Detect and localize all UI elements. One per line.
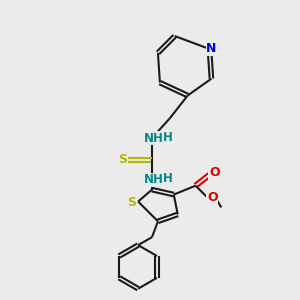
Text: O: O: [207, 191, 218, 204]
Text: S: S: [118, 153, 127, 167]
Text: H: H: [163, 130, 173, 144]
Text: H: H: [163, 172, 173, 185]
Text: S: S: [127, 196, 136, 209]
Text: N: N: [206, 42, 217, 56]
Text: NH: NH: [144, 132, 164, 145]
Text: NH: NH: [144, 173, 164, 186]
Text: O: O: [209, 166, 220, 179]
